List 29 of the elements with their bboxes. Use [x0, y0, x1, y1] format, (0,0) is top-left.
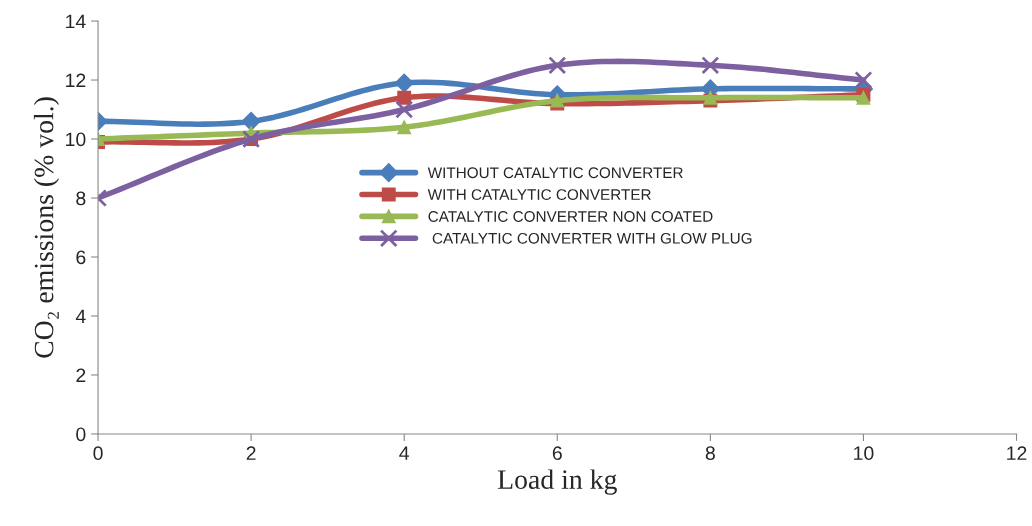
x-tick-label: 8	[705, 446, 715, 461]
y-axis-title: CO₂ emissions (% vol.)	[33, 97, 60, 358]
point	[394, 73, 414, 93]
point	[701, 56, 720, 75]
y-tick-label: 4	[75, 309, 86, 324]
x-tick-label: 12	[1007, 446, 1027, 460]
point	[241, 111, 261, 131]
point	[397, 90, 412, 105]
y-tick-label: 0	[76, 427, 86, 442]
y-tick-label: 14	[66, 14, 86, 29]
legend-label: WITHOUT CATALYTIC CONVERTER	[427, 167, 683, 179]
x-tick-label: 10	[854, 446, 874, 461]
point	[548, 56, 567, 75]
point	[395, 100, 414, 119]
y-tick-label: 12	[66, 73, 86, 88]
x-tick-label: 0	[93, 446, 103, 461]
y-tick-label: 8	[76, 191, 86, 206]
point	[397, 120, 412, 135]
y-tick-label: 10	[66, 132, 86, 147]
y-tick-label: 6	[76, 250, 86, 265]
y-tick-label: 2	[76, 368, 86, 383]
point	[854, 71, 873, 90]
legend-label: CATALYTIC CONVERTER NON COATED	[428, 211, 713, 222]
x-tick-label: 2	[246, 446, 256, 460]
x-tick-label: 6	[552, 446, 562, 461]
legend-label: WITH CATALYTIC CONVERTER	[427, 189, 651, 201]
x-tick-label: 4	[399, 446, 410, 460]
x-axis-title: Load in kg	[497, 469, 617, 495]
legend-label: CATALYTIC CONVERTER WITH GLOW PLUG	[432, 232, 752, 244]
